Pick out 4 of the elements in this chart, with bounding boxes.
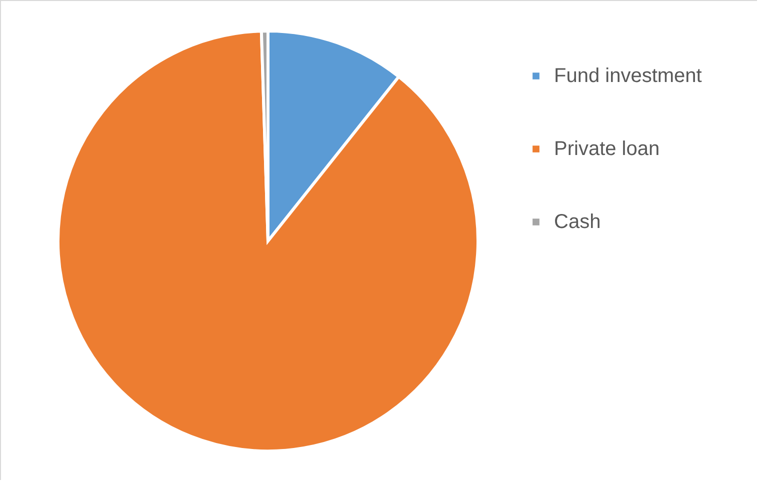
legend-label: Cash [554, 211, 601, 233]
legend-label: Private loan [554, 138, 660, 160]
legend-label: Fund investment [554, 65, 702, 87]
pie-slice [56, 30, 480, 452]
